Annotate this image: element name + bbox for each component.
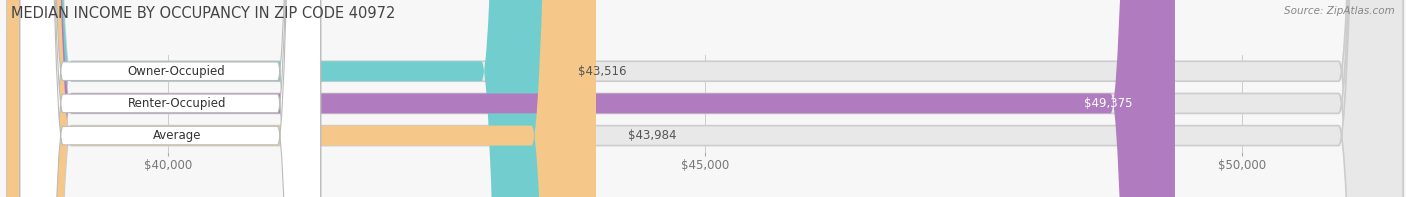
FancyBboxPatch shape	[7, 0, 1403, 197]
Text: $49,375: $49,375	[1084, 97, 1132, 110]
Text: $43,984: $43,984	[628, 129, 676, 142]
Text: Renter-Occupied: Renter-Occupied	[128, 97, 226, 110]
Text: Owner-Occupied: Owner-Occupied	[128, 65, 225, 78]
Text: Average: Average	[152, 129, 201, 142]
FancyBboxPatch shape	[7, 0, 1403, 197]
FancyBboxPatch shape	[20, 0, 321, 197]
FancyBboxPatch shape	[20, 0, 321, 197]
Text: MEDIAN INCOME BY OCCUPANCY IN ZIP CODE 40972: MEDIAN INCOME BY OCCUPANCY IN ZIP CODE 4…	[11, 6, 395, 21]
FancyBboxPatch shape	[20, 0, 321, 197]
FancyBboxPatch shape	[7, 0, 596, 197]
FancyBboxPatch shape	[7, 0, 1175, 197]
FancyBboxPatch shape	[7, 0, 546, 197]
Text: Source: ZipAtlas.com: Source: ZipAtlas.com	[1284, 6, 1395, 16]
Text: $43,516: $43,516	[578, 65, 627, 78]
FancyBboxPatch shape	[7, 0, 1403, 197]
